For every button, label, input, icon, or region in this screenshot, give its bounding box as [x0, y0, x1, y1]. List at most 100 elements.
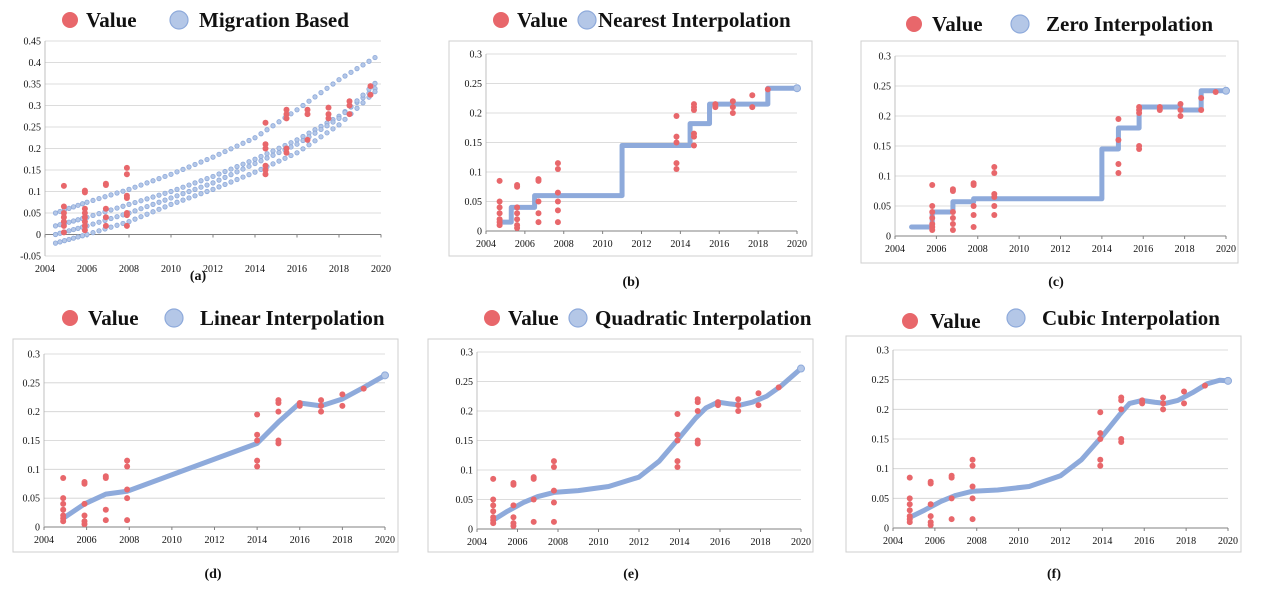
migration-point	[312, 130, 318, 136]
value-point	[339, 391, 346, 398]
series-line-3	[60, 372, 388, 521]
value-point	[1136, 110, 1143, 116]
value-point	[367, 83, 374, 90]
migration-point	[168, 188, 174, 195]
series-line-5	[907, 377, 1231, 520]
x-tick-label: 2006	[77, 264, 97, 275]
legend-interp-marker	[169, 10, 189, 30]
value-point	[970, 182, 977, 188]
value-point	[530, 518, 537, 525]
migration-point	[294, 150, 300, 156]
value-point	[318, 397, 325, 404]
migration-point	[132, 184, 138, 190]
migration-point	[210, 173, 216, 180]
chart-panel-3: 0 0.05 0.1 0.15 0.2 0.25 0.3 2004 2006 2008 2010 20…	[860, 12, 1239, 290]
value-point	[124, 486, 131, 493]
value-point	[123, 194, 130, 201]
legend-value-label: Value	[930, 309, 981, 333]
migration-point	[204, 176, 210, 182]
y-tick-label: 0.2	[877, 405, 890, 416]
y-tick-label: 0.05	[874, 202, 892, 213]
migration-point	[270, 123, 276, 129]
migration-point	[192, 180, 198, 186]
value-point	[496, 177, 503, 184]
migration-point	[162, 190, 168, 196]
migration-point	[264, 127, 270, 133]
value-point	[102, 506, 109, 513]
value-point	[124, 517, 131, 524]
legend-value-label: Value	[86, 8, 137, 32]
migration-point	[174, 169, 180, 175]
value-point	[490, 508, 497, 515]
value-point	[775, 384, 782, 391]
y-tick-label: 0.05	[23, 494, 41, 505]
value-point	[514, 216, 521, 223]
value-point	[927, 513, 934, 520]
migration-point	[216, 171, 222, 177]
panel-caption: (e)	[623, 567, 639, 582]
migration-point	[180, 191, 186, 197]
y-tick-label: -0.05	[20, 252, 41, 263]
y-tick-label: 0.25	[872, 375, 890, 386]
value-point	[673, 139, 680, 146]
value-point	[81, 512, 88, 519]
migration-point	[79, 201, 86, 207]
value-point	[1115, 170, 1122, 176]
y-tick-label: 0.25	[465, 79, 483, 90]
y-tick-label: 0.15	[24, 166, 42, 177]
value-point	[60, 229, 67, 236]
panel-caption: (b)	[622, 275, 639, 290]
value-point	[514, 183, 521, 190]
x-tick-label: 2012	[1051, 536, 1071, 547]
migration-point	[300, 146, 306, 152]
value-point	[1118, 406, 1125, 413]
migration-point	[198, 191, 204, 197]
value-point	[60, 518, 67, 525]
value-point	[514, 210, 521, 217]
panel-caption: (f)	[1047, 567, 1061, 582]
value-point	[346, 102, 353, 109]
chart-frame	[448, 40, 813, 257]
x-tick-label: 2018	[332, 535, 352, 546]
series-line-4	[490, 366, 804, 523]
migration-point	[234, 143, 240, 149]
value-point	[1097, 436, 1104, 442]
legend-interp-label: Nearest Interpolation	[598, 8, 791, 32]
value-point	[262, 119, 269, 126]
value-point	[735, 396, 742, 403]
migration-point	[174, 193, 180, 199]
x-tick-label: 2012	[629, 537, 649, 548]
x-tick-label: 2012	[203, 264, 223, 275]
migration-point	[348, 69, 354, 75]
migration-point	[138, 198, 144, 204]
migration-point	[276, 149, 282, 156]
series-end-point	[1224, 376, 1232, 385]
y-tick-label: 0.25	[874, 82, 892, 93]
value-point	[123, 222, 130, 229]
x-tick-label: 2018	[748, 239, 768, 250]
migration-point	[222, 168, 228, 175]
value-point	[1181, 400, 1188, 407]
migration-point	[96, 219, 102, 225]
migration-point	[342, 73, 348, 79]
value-point	[304, 111, 311, 118]
value-point	[906, 501, 913, 508]
migration-point	[306, 142, 312, 148]
legend-value-marker	[493, 12, 509, 28]
y-tick-label: 0.1	[28, 465, 41, 476]
value-point	[673, 133, 680, 140]
value-point	[550, 464, 557, 471]
y-tick-label: 0.25	[456, 377, 474, 388]
value-point	[102, 214, 109, 221]
migration-point	[210, 154, 216, 160]
x-tick-label: 2020	[787, 239, 807, 250]
value-point	[969, 516, 976, 523]
value-point	[949, 227, 956, 233]
migration-point	[186, 195, 192, 201]
migration-point	[222, 174, 228, 180]
migration-point	[144, 180, 150, 186]
migration-point	[150, 178, 156, 184]
value-point	[1177, 101, 1184, 107]
value-point	[755, 390, 762, 397]
